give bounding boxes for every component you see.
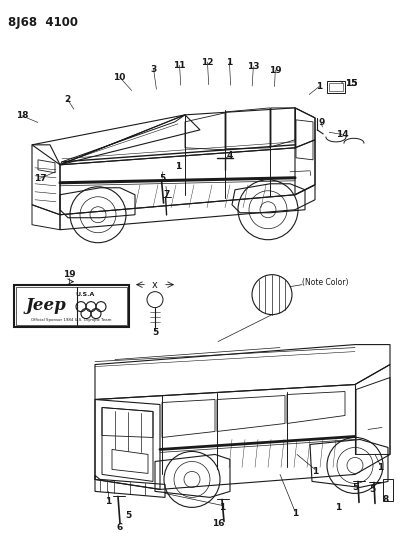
Text: 4: 4: [226, 151, 233, 160]
Text: 1: 1: [316, 82, 322, 91]
Text: 1: 1: [226, 58, 233, 67]
Text: 3: 3: [150, 64, 157, 74]
Text: 5: 5: [369, 485, 375, 494]
Text: 5: 5: [159, 174, 166, 183]
Text: 19: 19: [63, 270, 75, 279]
Bar: [327, 81, 345, 93]
Text: 8J68  4100: 8J68 4100: [8, 16, 78, 29]
Text: 5: 5: [352, 483, 358, 492]
Text: 1: 1: [105, 497, 111, 506]
Text: 17: 17: [34, 174, 46, 183]
Text: 16: 16: [212, 519, 224, 528]
Text: 1: 1: [312, 467, 318, 476]
Text: 15: 15: [345, 79, 358, 88]
Text: 9: 9: [318, 118, 324, 127]
Text: 18: 18: [16, 111, 28, 120]
Text: 1: 1: [292, 509, 298, 518]
Text: 1: 1: [175, 162, 182, 171]
Text: 1: 1: [377, 463, 383, 472]
Text: 1: 1: [335, 503, 341, 512]
Text: U.S.A: U.S.A: [75, 292, 95, 297]
Text: 19: 19: [269, 66, 282, 75]
Bar: [16, 287, 127, 325]
Text: 10: 10: [113, 72, 126, 82]
Text: 15: 15: [345, 79, 358, 88]
Text: 2: 2: [65, 95, 71, 104]
Text: 5: 5: [152, 328, 158, 337]
Text: (Note Color): (Note Color): [302, 278, 348, 287]
Text: 8: 8: [383, 495, 389, 504]
Text: 12: 12: [201, 58, 214, 67]
Text: 13: 13: [247, 62, 260, 71]
Text: 11: 11: [173, 61, 186, 70]
Text: Jeep: Jeep: [26, 297, 66, 314]
Text: 14: 14: [336, 130, 349, 139]
Text: 6: 6: [117, 523, 123, 532]
Bar: [383, 479, 393, 502]
Text: 1: 1: [219, 503, 225, 512]
Text: Official Sponsor 1984 U.S. Olympic Team: Official Sponsor 1984 U.S. Olympic Team: [31, 318, 112, 321]
Bar: [14, 285, 129, 327]
Bar: [329, 83, 343, 91]
Text: 7: 7: [164, 190, 170, 199]
Text: 5: 5: [125, 511, 131, 520]
Text: x: x: [152, 280, 158, 289]
